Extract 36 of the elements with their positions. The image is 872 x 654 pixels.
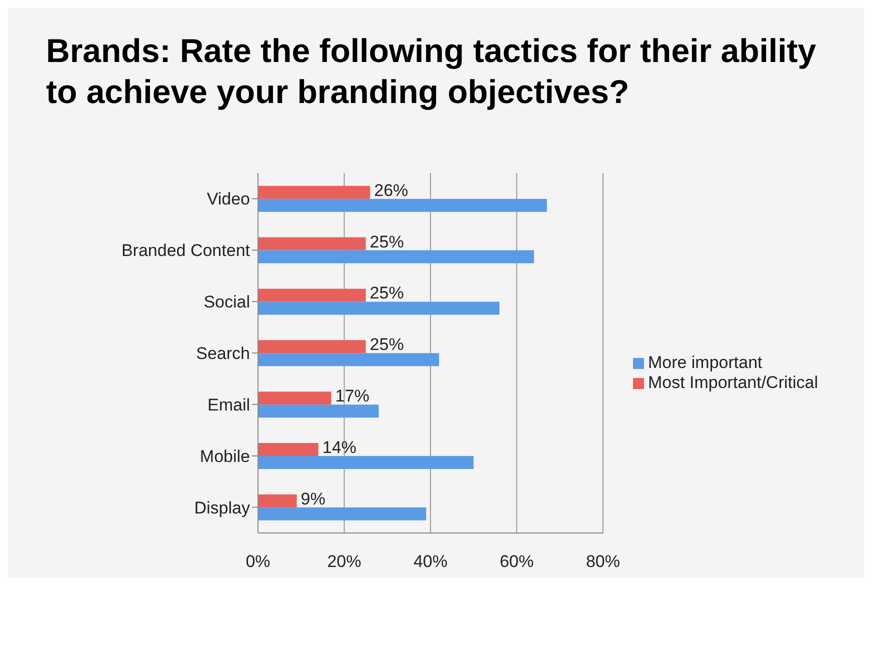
bar [258, 186, 370, 199]
data-label: 14% [322, 438, 356, 457]
bar [258, 507, 426, 520]
x-tick-label: 40% [413, 552, 448, 572]
legend-label: Most Important/Critical [648, 373, 818, 392]
bar [258, 288, 366, 302]
bar [258, 494, 297, 508]
y-tick-label: Email [207, 395, 250, 414]
data-label: 9% [300, 489, 326, 508]
y-tick-label: Search [196, 344, 250, 364]
x-tick-label: 0% [246, 552, 270, 572]
bar [258, 198, 547, 212]
data-label: 25% [370, 232, 404, 252]
bar [258, 392, 332, 405]
x-tick-label: 20% [327, 552, 362, 572]
y-tick-label: Video [206, 190, 250, 209]
y-tick-label: Social [204, 292, 250, 312]
x-tick-label: 60% [500, 552, 534, 572]
data-label: 25% [370, 284, 404, 303]
bar [258, 237, 366, 250]
chart-title: Brands: Rate the following tactics for their ability to achieve your branding objectives? [46, 31, 818, 112]
bar [258, 302, 500, 315]
y-tick-label: Branded Content [121, 241, 250, 260]
bar [258, 340, 366, 354]
data-label: 17% [335, 386, 370, 406]
x-tick-label: 80% [586, 552, 620, 572]
bar [258, 250, 534, 264]
data-label: 26% [374, 180, 408, 200]
bar [258, 404, 379, 418]
data-label: 25% [370, 335, 404, 354]
bar [258, 456, 474, 469]
bar [258, 443, 318, 456]
bar [258, 353, 440, 366]
y-tick-label: Mobile [200, 446, 250, 466]
legend-label: More important [648, 353, 762, 372]
y-tick-label: Display [194, 498, 250, 518]
